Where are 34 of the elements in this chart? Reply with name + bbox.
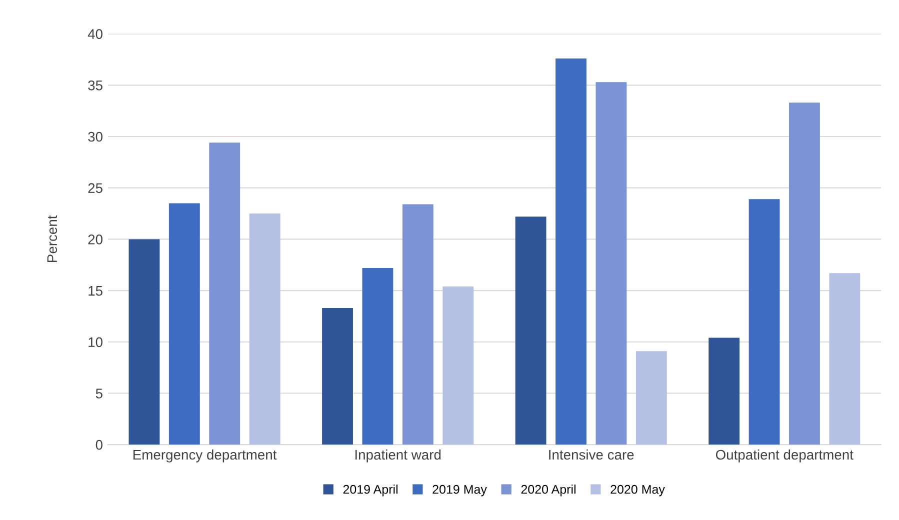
bar	[596, 82, 627, 445]
y-tick-label: 10	[88, 337, 102, 348]
bar	[636, 351, 667, 445]
y-tick-label: 30	[88, 132, 102, 142]
y-tick-label: 35	[88, 80, 102, 90]
bar	[556, 58, 586, 445]
bar	[748, 199, 780, 445]
y-tick-label: 20	[88, 234, 102, 244]
y-tick-label: 5	[96, 388, 102, 398]
y-axis-title: Percent	[47, 215, 58, 262]
legend-label: 2019 April	[343, 484, 398, 496]
bar	[789, 102, 820, 445]
x-tick-label: Emergency department	[133, 449, 277, 462]
bar	[168, 203, 200, 445]
bar	[442, 286, 474, 445]
x-tick-label: Inpatient ward	[355, 449, 441, 462]
legend-label: 2020 April	[521, 484, 576, 496]
bar	[829, 273, 860, 445]
bar	[249, 214, 280, 445]
bar	[515, 216, 546, 445]
bar	[708, 338, 740, 445]
y-tick-label: 40	[88, 29, 102, 39]
bar	[322, 308, 353, 445]
bar	[362, 268, 394, 445]
bar	[128, 239, 160, 445]
legend-label: 2019 May	[432, 484, 487, 496]
bar	[209, 142, 240, 445]
legend-label: 2020 May	[610, 484, 665, 496]
y-tick-label: 15	[88, 286, 102, 296]
x-tick-label: Outpatient department	[716, 449, 854, 462]
y-tick-label: 0	[96, 440, 102, 450]
bar	[402, 204, 434, 445]
y-tick-label: 25	[88, 183, 102, 194]
x-tick-label: Intensive care	[549, 449, 634, 460]
